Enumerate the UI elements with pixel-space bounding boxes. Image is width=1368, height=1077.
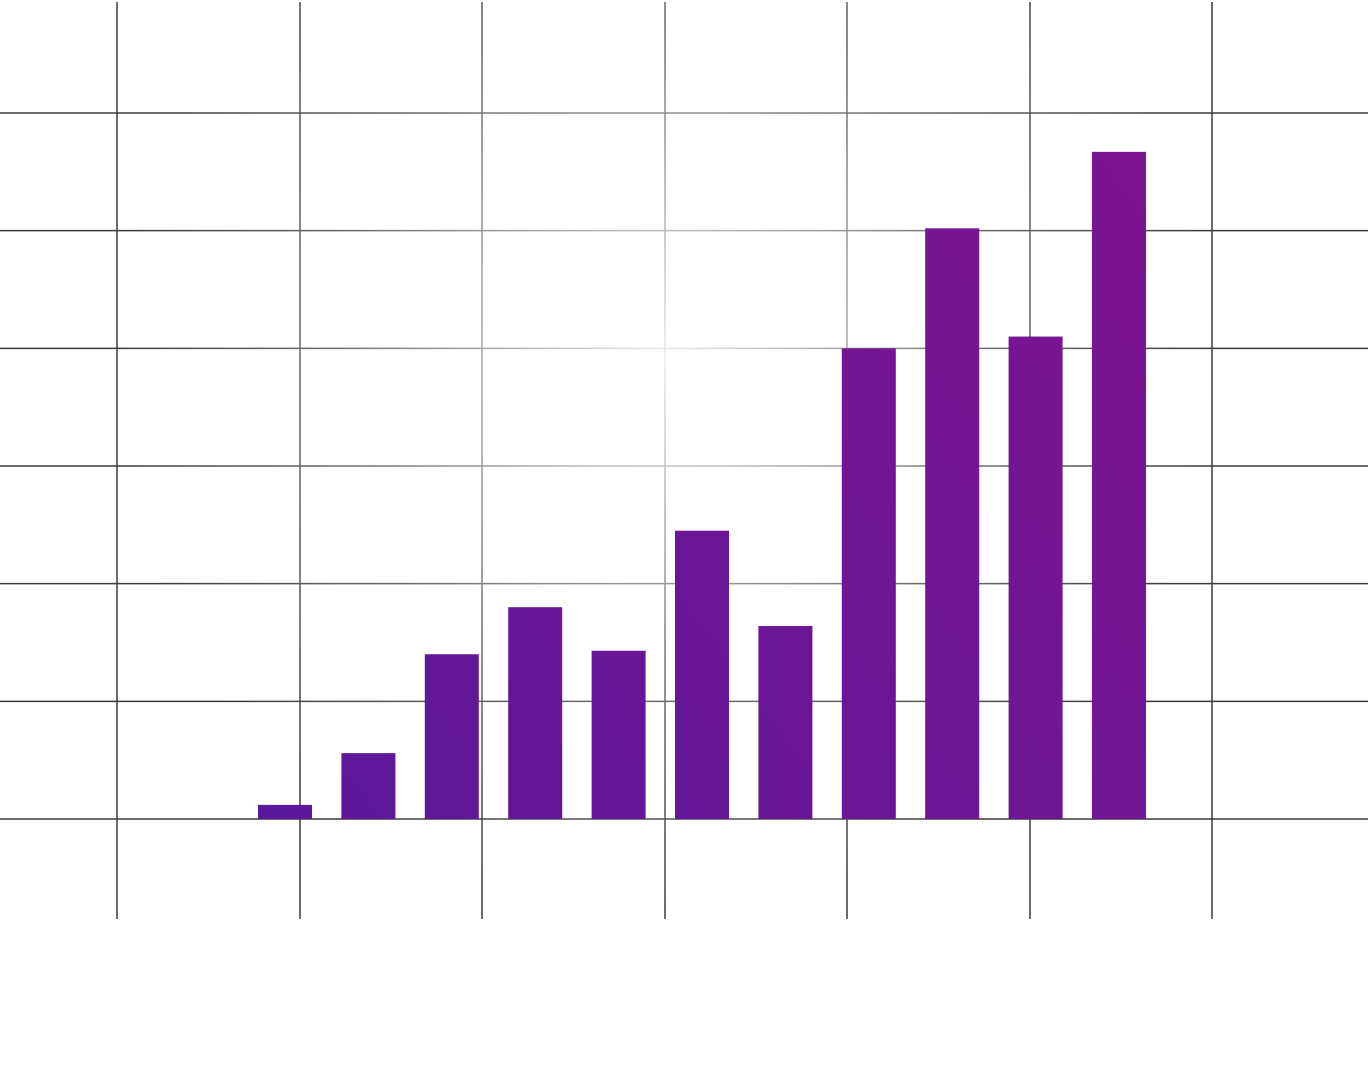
bar [341,753,396,819]
bar [591,650,646,819]
bar [758,626,813,819]
bar [1008,336,1063,819]
bar [925,228,980,819]
bar [508,607,563,819]
bar [424,654,479,819]
bars [258,151,1146,819]
bar [675,530,729,819]
bar [1092,151,1146,819]
bar [841,348,896,819]
bar [258,804,312,819]
